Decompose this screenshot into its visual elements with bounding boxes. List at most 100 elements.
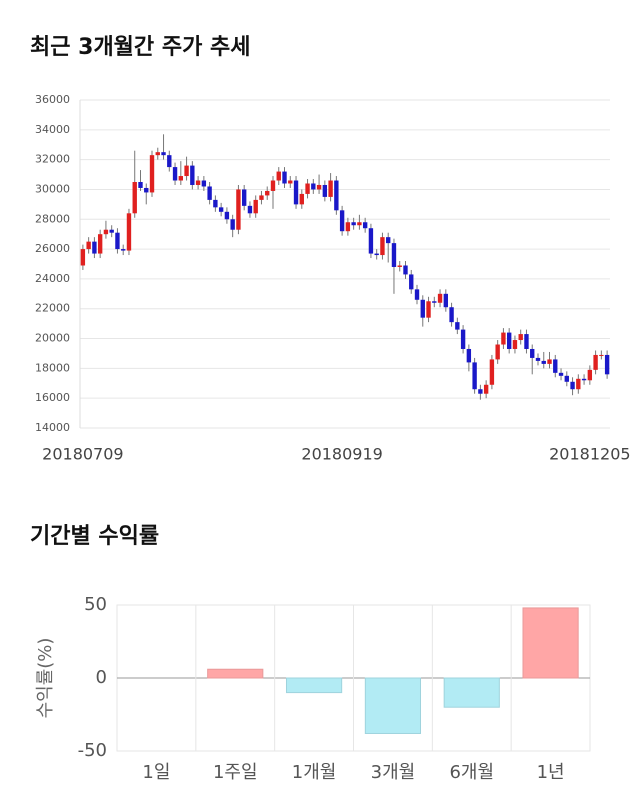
candle-body [397, 265, 402, 267]
y-tick-label: 0 [96, 667, 107, 688]
candle-body [599, 354, 604, 356]
candle-body [386, 237, 391, 244]
chart-title: 기간별 수익률 [30, 524, 159, 549]
candle-body [380, 237, 385, 256]
y-axis-label: 수익률(%) [35, 638, 56, 719]
y-tick-label: 18000 [35, 361, 70, 374]
candle-body [328, 180, 333, 197]
candle-body [270, 180, 276, 191]
candle-body [553, 359, 558, 373]
candle-body [293, 180, 299, 205]
bar [522, 607, 579, 679]
candle-body [564, 375, 569, 382]
candle-body [316, 184, 322, 190]
candle-body [115, 232, 120, 250]
candle-body [149, 155, 155, 193]
candle-body [593, 354, 598, 370]
bar [443, 677, 500, 708]
candle-body [103, 229, 109, 235]
candle-body [241, 189, 247, 206]
y-tick-label: 14000 [35, 421, 70, 434]
y-tick-label: 16000 [35, 391, 70, 404]
x-tick-label: 3개월 [371, 762, 416, 783]
candle-body [92, 241, 97, 254]
candle-body [126, 213, 132, 251]
y-tick-label: 20000 [35, 332, 70, 345]
candle-body [570, 381, 575, 390]
candle-body [506, 332, 512, 349]
candle-body [478, 389, 483, 394]
y-tick-label: 22000 [35, 302, 70, 315]
candle-body [184, 165, 189, 177]
candle-body [259, 195, 264, 200]
candle-body [455, 322, 460, 330]
candle-body [109, 229, 114, 233]
x-tick-label: 20180709 [42, 445, 123, 464]
candle-body [282, 171, 287, 184]
y-tick-label: 24000 [35, 272, 70, 285]
candle-body [409, 274, 414, 290]
x-tick-label: 1개월 [292, 762, 337, 783]
candle-body [558, 372, 564, 376]
y-tick-label: 28000 [35, 212, 70, 225]
x-tick-label: 6개월 [449, 762, 494, 783]
candle-body [218, 207, 224, 212]
x-tick-label: 1주일 [213, 762, 258, 783]
candle-body [541, 360, 546, 364]
candle-body [86, 241, 91, 250]
candle-body [155, 152, 160, 156]
y-tick-label: 34000 [35, 123, 70, 136]
candle-body [530, 348, 535, 358]
candle-body [247, 205, 253, 214]
candle-body [443, 293, 449, 308]
candle-body [351, 222, 356, 226]
candle-body [132, 182, 137, 214]
candle-body [97, 234, 103, 254]
candle-body [322, 184, 328, 197]
candle-body [172, 167, 178, 181]
y-tick-label: 36000 [35, 93, 70, 106]
candle-body [253, 199, 258, 214]
candle-body [230, 219, 235, 230]
bar [285, 677, 343, 694]
candle-body [362, 222, 368, 229]
y-tick-label: 26000 [35, 242, 70, 255]
candle-body [305, 183, 310, 194]
candle-body [460, 329, 466, 349]
y-tick-label: 50 [84, 594, 107, 615]
candle-body [547, 359, 552, 364]
x-tick-label: 20180919 [301, 445, 382, 464]
candle-body [195, 180, 201, 185]
x-tick-label: 1일 [142, 762, 170, 783]
candle-body [576, 378, 581, 390]
candle-body [224, 211, 230, 220]
candle-body [391, 243, 397, 267]
candle-body [276, 171, 281, 181]
chart-title: 최근 3개월간 주가 추세 [30, 35, 250, 60]
candle-body [334, 180, 339, 211]
y-tick-label: -50 [78, 740, 107, 761]
candle-body [472, 362, 477, 390]
candle-body [524, 334, 529, 349]
candle-body [201, 180, 207, 187]
candle-body [207, 186, 212, 200]
candle-body [489, 359, 495, 385]
candle-body [501, 332, 506, 345]
candle-body [426, 301, 431, 318]
candle-body [80, 249, 86, 266]
candle-body [190, 165, 195, 185]
candle-body [265, 190, 270, 196]
candle-body [167, 155, 172, 168]
x-tick-label: 1년 [537, 762, 565, 783]
candle-body [299, 193, 304, 205]
candle-body [178, 176, 184, 181]
candle-body [236, 189, 241, 230]
candle-body [604, 354, 610, 375]
candle-body [483, 384, 489, 394]
candle-body [437, 293, 443, 303]
candle-body [357, 222, 362, 226]
candle-body [121, 249, 126, 251]
candle-body [213, 199, 218, 208]
candle-body [311, 183, 316, 190]
